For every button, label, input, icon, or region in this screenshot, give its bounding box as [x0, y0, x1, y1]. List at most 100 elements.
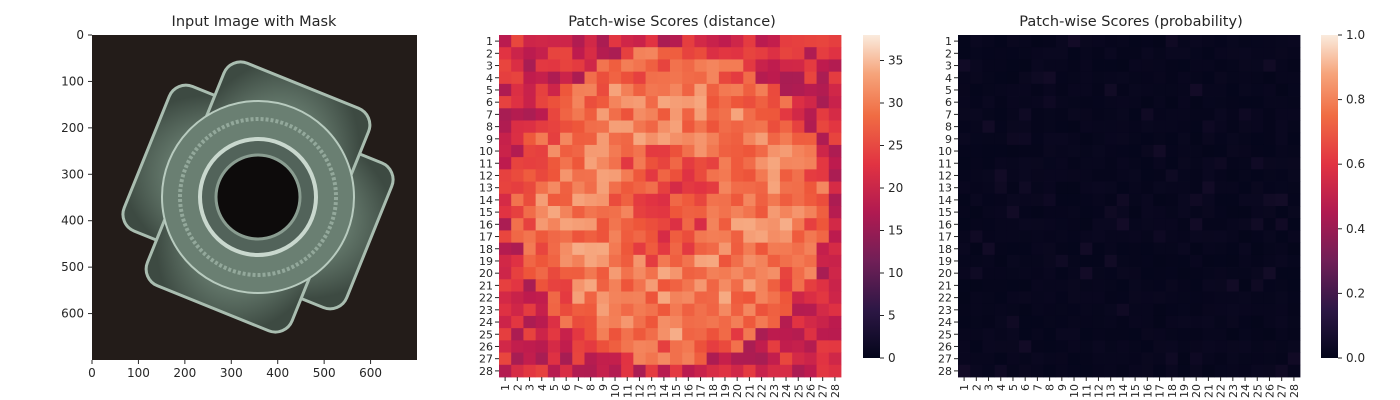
heatmap-cell [804, 279, 817, 292]
heatmap-cell [1263, 364, 1276, 378]
heatmap-cell [1202, 254, 1215, 268]
heatmap-cell [767, 144, 781, 158]
heatmap-cell [535, 96, 549, 109]
heatmap-cell [804, 206, 817, 219]
heatmap-cell [1202, 218, 1215, 231]
heatmap-cell [958, 181, 971, 195]
heatmap-cell [1080, 108, 1093, 121]
heatmap-cell [718, 108, 732, 121]
heatmap-cell [1214, 279, 1228, 292]
heatmap-cell [1238, 218, 1252, 231]
row-tick-label: 22 [479, 292, 493, 305]
heatmap-cell [596, 254, 610, 268]
heatmap-cell [1177, 71, 1191, 85]
heatmap-cell [1043, 315, 1057, 329]
heatmap-cell [731, 47, 744, 60]
heatmap-cell [792, 218, 805, 231]
heatmap-cell [1019, 71, 1032, 85]
heatmap-cell [994, 279, 1008, 292]
heatmap-cell [596, 291, 610, 305]
heatmap-cell [1251, 230, 1264, 244]
heatmap-cell [511, 108, 524, 121]
heatmap-cell [1067, 193, 1081, 207]
heatmap-cell [743, 230, 756, 244]
heatmap-cell [645, 35, 659, 48]
heatmap-cell [523, 181, 537, 195]
heatmap-cell [523, 132, 537, 146]
heatmap-cell [804, 340, 817, 353]
heatmap-cell [682, 315, 695, 329]
heatmap-cell [657, 206, 671, 219]
heatmap-cell [970, 230, 983, 244]
heatmap-cell [767, 71, 781, 85]
heatmap-cell [828, 328, 842, 341]
heatmap-cell [1238, 169, 1252, 182]
heatmap-cell [1214, 315, 1228, 329]
heatmap-cell [970, 96, 983, 109]
heatmap-cell [657, 364, 671, 378]
row-tick-label: 14 [479, 194, 493, 207]
heatmap-cell [511, 132, 524, 146]
heatmap-cell [1129, 352, 1142, 366]
heatmap-cell [1238, 254, 1252, 268]
heatmap-cell [755, 242, 769, 256]
heatmap-cell [1129, 230, 1142, 244]
heatmap-cell [1141, 340, 1154, 353]
heatmap-cell [1275, 254, 1289, 268]
heatmap-cell [1153, 364, 1167, 378]
heatmap-cell [958, 218, 971, 231]
heatmap-cell [572, 267, 585, 280]
heatmap-cell [982, 181, 996, 195]
heatmap-cell [755, 71, 769, 85]
heatmap-cell [779, 218, 793, 231]
heatmap-cell [804, 144, 817, 158]
heatmap-cell [1031, 120, 1044, 134]
heatmap-cell [621, 267, 634, 280]
heatmap-cell [1190, 59, 1203, 73]
heatmap-cell [828, 193, 842, 207]
heatmap-cell [1031, 169, 1044, 182]
heatmap-cell [1287, 71, 1301, 85]
heatmap-cell [1214, 364, 1228, 378]
heatmap-cell [1165, 181, 1179, 195]
heatmap-cell [596, 242, 610, 256]
heatmap-cell [828, 157, 842, 170]
heatmap-cell [1214, 132, 1228, 146]
heatmap-cell [1226, 364, 1240, 378]
heatmap-cell [682, 303, 695, 317]
heatmap-cell [706, 169, 720, 182]
colorbar-tick-label: 15 [888, 224, 903, 238]
row-tick-label: 11 [938, 157, 952, 170]
heatmap-cell [670, 230, 683, 244]
heatmap-cell [1055, 193, 1069, 207]
heatmap-cell [1251, 83, 1264, 97]
heatmap-cell [1153, 206, 1167, 219]
heatmap-cell [755, 364, 769, 378]
heatmap-cell [547, 364, 561, 378]
heatmap-cell [779, 279, 793, 292]
heatmap-cell [1092, 193, 1105, 207]
heatmap-cell [584, 242, 598, 256]
heatmap-cell [804, 108, 817, 121]
heatmap-cell [1043, 59, 1057, 73]
heatmap-cell [1104, 120, 1118, 134]
heatmap-cell [792, 230, 805, 244]
heatmap-cell [816, 303, 830, 317]
heatmap-cell [1092, 291, 1105, 305]
heatmap-cell [670, 218, 683, 231]
heatmap-cell [1116, 47, 1130, 60]
heatmap-cell [499, 35, 512, 48]
heatmap-cell [828, 120, 842, 134]
row-tick-label: 15 [938, 206, 952, 219]
heatmap-cell [1141, 83, 1154, 97]
heatmap-cell [970, 108, 983, 121]
heatmap-cell [958, 267, 971, 280]
heatmap-cell [1275, 267, 1289, 280]
heatmap-cell [755, 59, 769, 73]
row-tick-label: 7 [945, 108, 952, 121]
heatmap-cell [1251, 181, 1264, 195]
heatmap-cell [547, 340, 561, 353]
heatmap-cell [1043, 267, 1057, 280]
heatmap-cell [596, 230, 610, 244]
heatmap-cell [682, 157, 695, 170]
